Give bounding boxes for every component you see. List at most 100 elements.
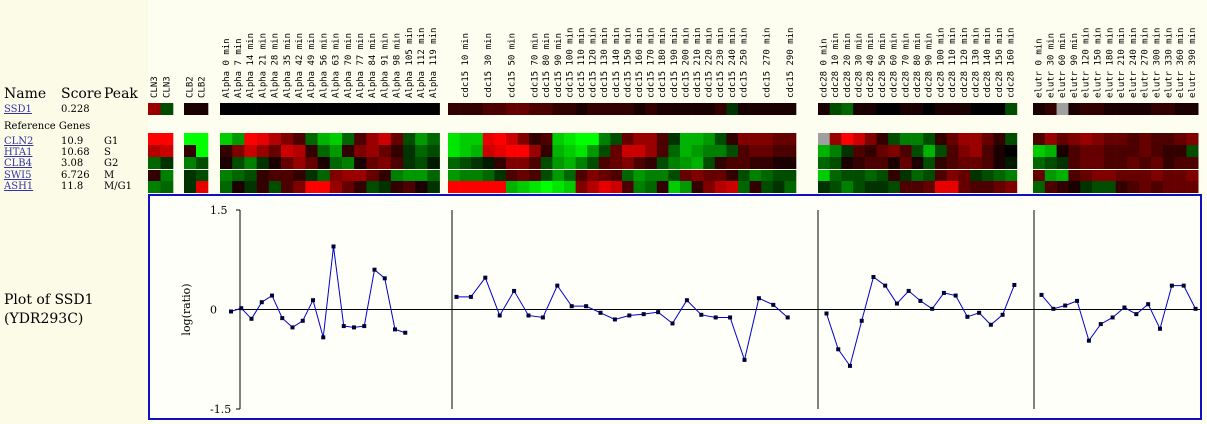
heatmap-cell <box>506 145 518 157</box>
reference-gene-score: 11.8 <box>61 181 84 192</box>
column-label: cdc15 210 min <box>693 28 703 98</box>
heatmap-cell <box>160 103 174 115</box>
heatmap-cell <box>494 181 507 193</box>
heatmap-cell <box>293 145 306 157</box>
data-point <box>270 293 274 298</box>
heatmap-cell <box>366 157 379 169</box>
heatmap-cell <box>448 157 460 169</box>
column-label: Alpha 0 min <box>222 38 232 98</box>
heatmap-cell <box>184 145 197 157</box>
heatmap-cell <box>946 103 959 115</box>
heatmap-cell <box>1127 145 1140 157</box>
heatmap-cell <box>459 145 472 157</box>
heatmap-cell <box>691 133 704 145</box>
data-point <box>1039 292 1044 297</box>
column-label: elutr 240 min <box>1129 28 1139 98</box>
heatmap-cell <box>415 157 428 169</box>
heatmap-cell <box>342 103 355 115</box>
column-label: cdc28 10 min <box>831 33 841 98</box>
heatmap-cell <box>354 181 367 193</box>
heatmap-cell <box>459 103 472 115</box>
heatmap-cell <box>244 103 257 115</box>
heatmap-cell <box>564 157 576 169</box>
heatmap-cell <box>220 181 233 193</box>
heatmap-cell <box>899 181 912 193</box>
column-label: elutr 270 min <box>1141 28 1151 98</box>
heatmap-cell <box>427 181 440 193</box>
reference-gene-link[interactable]: CLN2 <box>4 136 34 147</box>
heatmap-cell <box>587 181 600 193</box>
heatmap-cell <box>317 181 331 193</box>
heatmap-cell <box>645 181 658 193</box>
heatmap-cell <box>923 157 936 169</box>
data-point <box>785 315 790 320</box>
heatmap-cell <box>738 145 750 157</box>
heatmap-cell <box>749 145 762 157</box>
heatmap-cell <box>529 170 542 181</box>
column-label: CLN3 <box>150 76 160 98</box>
y-tick-label: 0 <box>210 304 217 317</box>
reference-gene-link[interactable]: SWI5 <box>4 170 32 181</box>
heatmap-cell <box>935 157 947 169</box>
heatmap-cell <box>993 103 1006 115</box>
heatmap-cell <box>993 157 1006 169</box>
heatmap-cell <box>1186 103 1199 115</box>
heatmap-cell <box>1092 170 1105 181</box>
column-label: cdc15 50 min <box>507 33 517 98</box>
column-label: Alpha 70 min <box>344 33 354 98</box>
data-point <box>249 316 254 321</box>
data-point <box>382 276 387 281</box>
heatmap-cell <box>342 157 355 169</box>
heatmap-cell <box>1115 133 1128 145</box>
heatmap-cell <box>668 181 681 193</box>
heatmap-cell <box>1186 145 1199 157</box>
heatmap-cell <box>749 133 762 145</box>
heatmap-cell <box>1127 170 1140 181</box>
heatmap-cell <box>899 133 912 145</box>
heatmap-cell <box>529 145 542 157</box>
heatmap-cell <box>540 145 553 157</box>
heatmap-cell <box>184 157 197 169</box>
column-label: cdc28 160 min <box>1007 28 1017 98</box>
heatmap-cell <box>160 170 174 181</box>
heatmap-cell <box>482 133 495 145</box>
data-point <box>713 315 718 320</box>
data-point <box>894 301 899 306</box>
heatmap-cell <box>876 170 889 181</box>
reference-gene-link[interactable]: ASH1 <box>4 181 34 192</box>
heatmap-cell <box>598 133 611 145</box>
heatmap-cell <box>923 145 936 157</box>
column-label: elutr 330 min <box>1164 28 1174 98</box>
heatmap-cell <box>703 170 716 181</box>
heatmap-cell <box>633 181 646 193</box>
query-gene-score: 0.228 <box>61 104 90 115</box>
heatmap-cell <box>888 145 901 157</box>
heatmap-cell <box>317 145 331 157</box>
heatmap-cell <box>970 145 983 157</box>
heatmap-cell <box>1139 103 1152 115</box>
heatmap-cell <box>529 181 542 193</box>
heatmap-cell <box>864 157 877 169</box>
heatmap-cell <box>471 157 484 169</box>
heatmap-cell <box>1174 145 1187 157</box>
data-point <box>483 275 488 280</box>
heatmap-cell <box>818 181 830 193</box>
heatmap-cell <box>366 133 379 145</box>
heatmap-cell <box>293 181 306 193</box>
heatmap-cell <box>1127 133 1140 145</box>
heatmap-cell <box>471 181 484 193</box>
reference-gene-link[interactable]: HTA1 <box>4 147 33 158</box>
heatmap-cell <box>749 181 762 193</box>
heatmap-cell <box>354 133 367 145</box>
data-point <box>742 357 747 362</box>
heatmap-cell <box>342 145 355 157</box>
heatmap-cell <box>598 170 611 181</box>
heatmap-cell <box>494 157 507 169</box>
column-label: elutr 210 min <box>1117 28 1127 98</box>
heatmap-cell <box>342 170 355 181</box>
heatmap-cell <box>1115 103 1128 115</box>
heatmap-cell <box>1151 133 1164 145</box>
reference-gene-link[interactable]: CLB4 <box>4 158 33 169</box>
query-gene-link[interactable]: SSD1 <box>4 104 32 115</box>
reference-gene-peak: M/G1 <box>104 181 132 192</box>
